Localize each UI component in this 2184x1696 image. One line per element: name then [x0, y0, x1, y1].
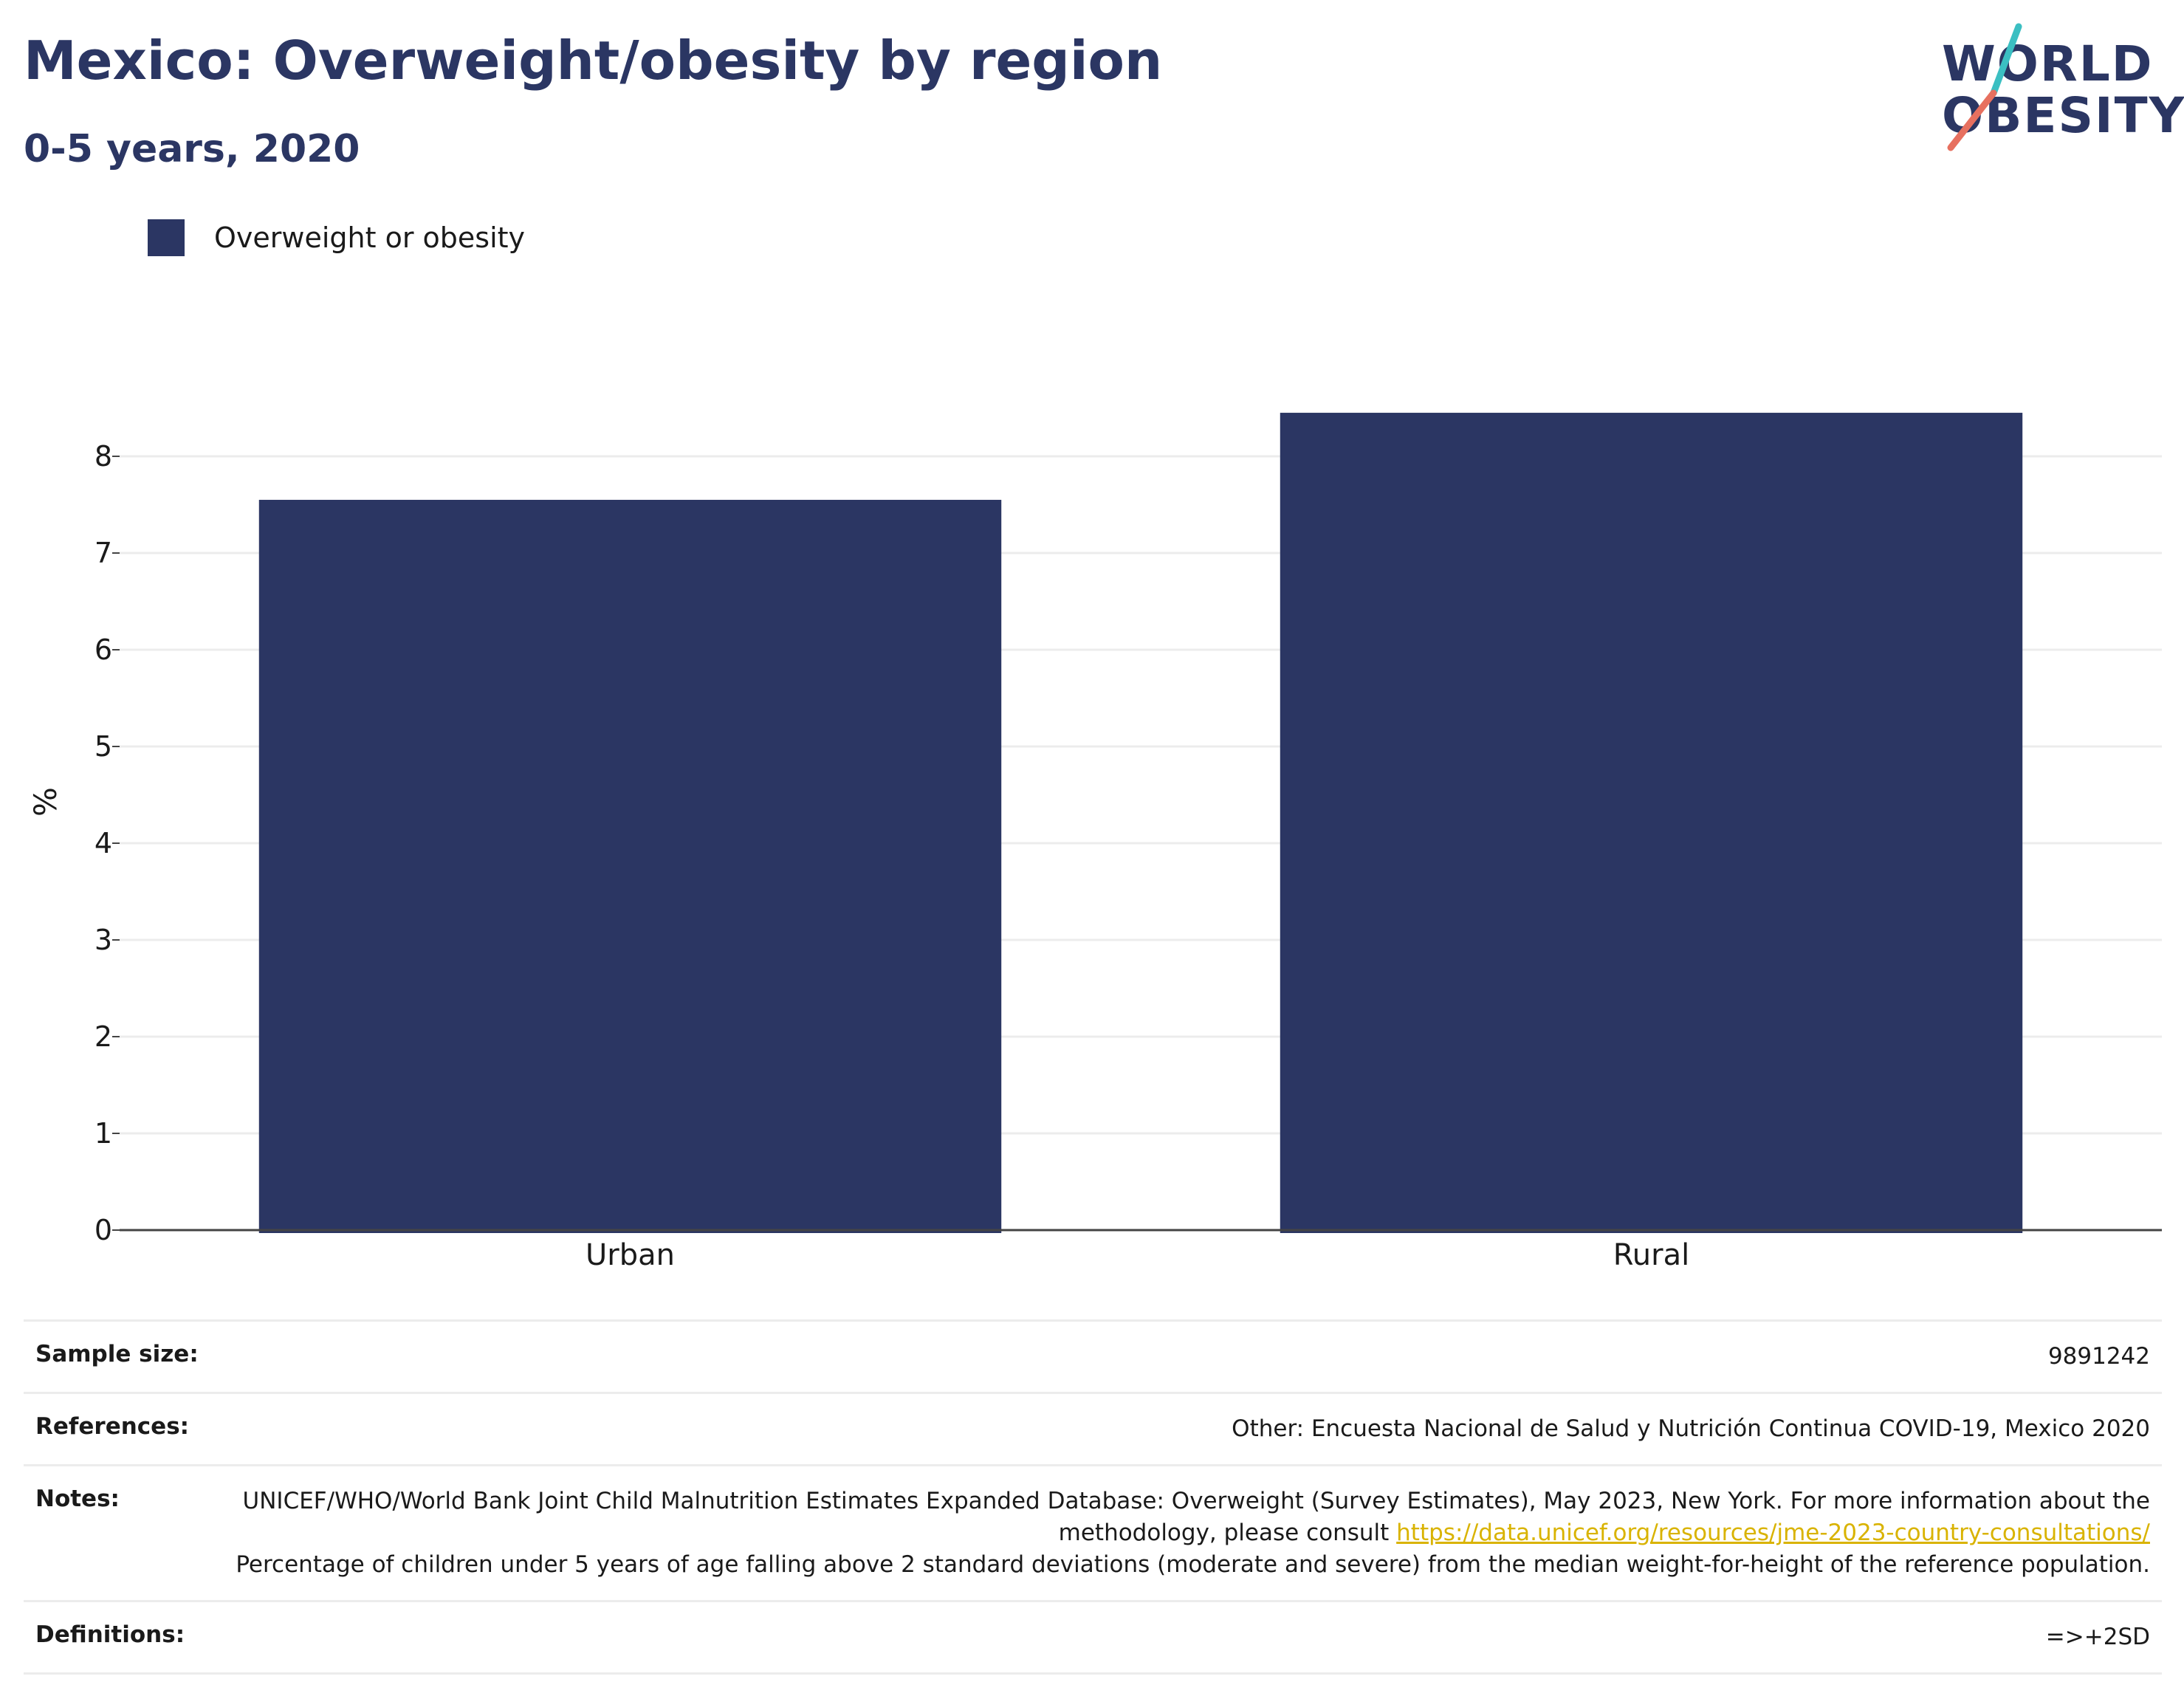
x-tick-label: Rural	[1613, 1238, 1689, 1272]
sample-size-row: Sample size: 9891242	[24, 1320, 2162, 1393]
definitions-label: Definitions:	[35, 1621, 185, 1648]
legend-swatch	[148, 219, 185, 256]
y-tick-label: 1	[95, 1117, 112, 1150]
bar	[258, 499, 1002, 1233]
y-tick-label: 5	[95, 730, 112, 763]
world-obesity-logo: WORLD OBESITY	[1920, 21, 2184, 154]
logo-line-1: WORLD	[1942, 35, 2154, 92]
y-tick-label: 0	[95, 1214, 112, 1246]
chart-legend: Overweight or obesity	[148, 219, 525, 257]
x-tick-label: Urban	[586, 1238, 675, 1272]
notes-label: Notes:	[35, 1486, 120, 1512]
logo-line-2: OBESITY	[1942, 87, 2184, 144]
logo-slash-icon	[1947, 23, 2022, 151]
y-tick-label: 2	[95, 1020, 112, 1053]
y-tick-label: 4	[95, 827, 112, 859]
y-tick-label: 6	[95, 634, 112, 666]
references-label: References:	[35, 1413, 190, 1440]
sample-size-label: Sample size:	[35, 1341, 199, 1367]
legend-label: Overweight or obesity	[214, 222, 526, 254]
notes-value: UNICEF/WHO/World Bank Joint Child Malnut…	[227, 1466, 2162, 1601]
notes-definition-text: Percentage of children under 5 years of …	[236, 1551, 2150, 1578]
bar-chart: 0 1 2 3 4 5 6 7 8% Urban Rural	[27, 413, 2162, 1272]
y-tick-label: 7	[95, 537, 112, 569]
y-axis-label: %	[27, 787, 63, 817]
notes-row: Notes: UNICEF/WHO/World Bank Joint Child…	[24, 1465, 2162, 1601]
definitions-value: =>+2SD	[2045, 1624, 2150, 1650]
y-tick-label: 8	[95, 440, 112, 473]
y-tick-label: 3	[95, 924, 112, 956]
chart-title: Mexico: Overweight/obesity by region	[24, 30, 1163, 92]
sample-size-value: 9891242	[2047, 1343, 2150, 1370]
definitions-row: Definitions: =>+2SD	[24, 1601, 2162, 1674]
chart-subtitle: 0-5 years, 2020	[24, 127, 360, 171]
methodology-link[interactable]: https://data.unicef.org/resources/jme-20…	[1396, 1520, 2150, 1546]
references-value: Other: Encuesta Nacional de Salud y Nutr…	[1232, 1415, 2150, 1442]
bar	[1280, 413, 2023, 1233]
info-table: Sample size: 9891242 References: Other: …	[24, 1319, 2162, 1675]
notes-text: UNICEF/WHO/World Bank Joint Child Malnut…	[242, 1488, 2150, 1546]
references-row: References: Other: Encuesta Nacional de …	[24, 1393, 2162, 1466]
